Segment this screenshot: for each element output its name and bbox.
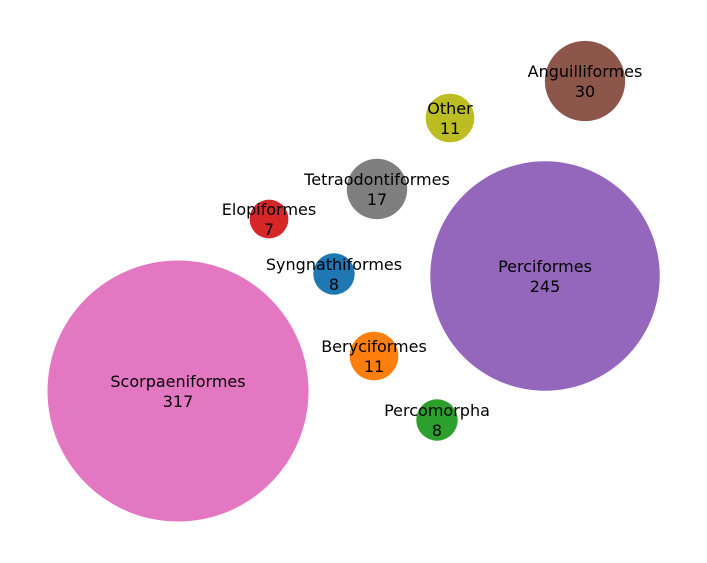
bubble-value-syngnathiformes: 8: [329, 275, 339, 294]
bubble-value-anguilliformes: 30: [575, 82, 595, 101]
bubble-circle-percomorpha: [416, 399, 458, 441]
bubble-label-anguilliformes: Anguilliformes: [528, 62, 643, 81]
bubble-circle-scorpaeniformes: [47, 260, 309, 522]
bubble-label-perciformes: Perciformes: [498, 257, 592, 276]
bubble-circle-beryciformes: [349, 331, 399, 381]
bubble-label-beryciformes: Beryciformes: [321, 337, 427, 356]
bubble-label-syngnathiformes: Syngnathiformes: [266, 255, 402, 274]
bubble-circle-elopiformes: [249, 199, 289, 239]
bubble-value-percomorpha: 8: [432, 421, 442, 440]
bubble-label-percomorpha: Percomorpha: [384, 401, 490, 420]
bubble-value-perciformes: 245: [530, 277, 561, 296]
bubble-label-other: Other: [427, 99, 473, 118]
bubble-value-elopiformes: 7: [264, 220, 274, 239]
bubble-value-scorpaeniformes: 317: [163, 392, 194, 411]
bubble-circle-syngnathiformes: [313, 253, 355, 295]
bubble-circle-tetraodontiformes: [346, 158, 408, 220]
bubble-circle-perciformes: [430, 161, 660, 391]
bubble-circle-other: [425, 93, 475, 143]
bubble-label-tetraodontiformes: Tetraodontiformes: [303, 170, 450, 189]
bubble-label-elopiformes: Elopiformes: [222, 200, 316, 219]
bubble-value-other: 11: [440, 119, 460, 138]
bubble-value-beryciformes: 11: [364, 357, 384, 376]
bubble-value-tetraodontiformes: 17: [367, 190, 387, 209]
bubble-label-scorpaeniformes: Scorpaeniformes: [110, 372, 245, 391]
bubble-circle-anguilliformes: [544, 40, 626, 122]
